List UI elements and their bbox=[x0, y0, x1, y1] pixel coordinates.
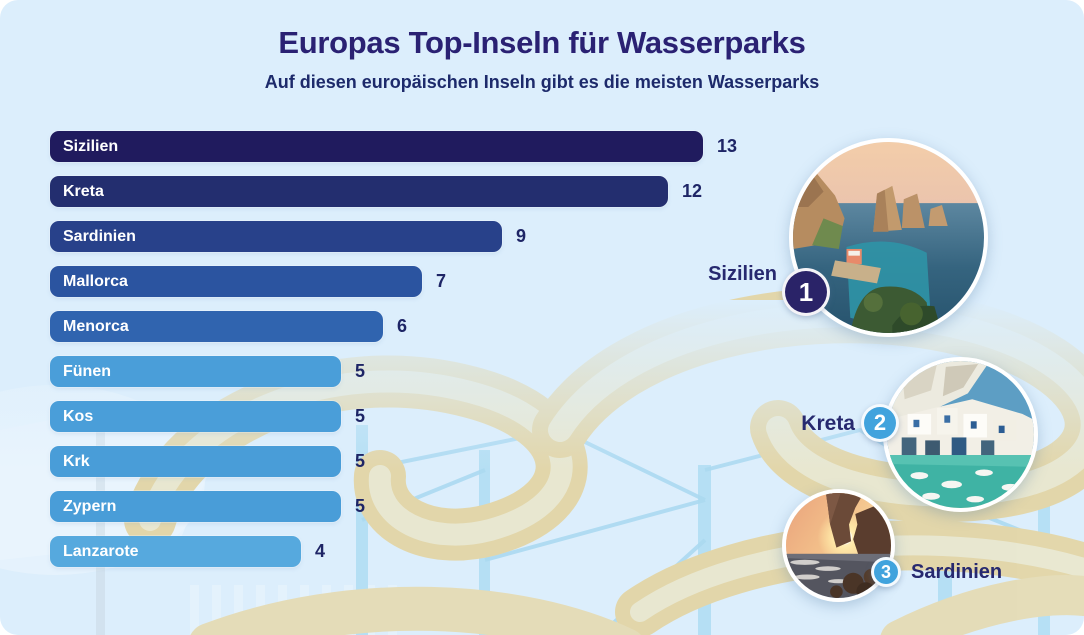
page-subtitle: Auf diesen europäischen Inseln gibt es d… bbox=[264, 72, 820, 92]
bar-label: Zypern bbox=[63, 497, 117, 515]
highlight-label-kreta: Kreta bbox=[801, 412, 855, 435]
bar-label: Sardinien bbox=[63, 227, 136, 245]
rank-2-badge: 2 bbox=[861, 404, 899, 442]
rank-1-badge: 1 bbox=[782, 268, 830, 316]
bar-value: 6 bbox=[397, 316, 408, 336]
bar-value: 7 bbox=[436, 271, 447, 291]
bar-row: Menorca bbox=[50, 311, 383, 342]
bar-label: Mallorca bbox=[63, 272, 128, 290]
bar-value: 13 bbox=[717, 136, 738, 156]
bar-value: 5 bbox=[355, 496, 366, 516]
crete-harbor-village-photo bbox=[883, 357, 1038, 512]
bar-row: Fünen bbox=[50, 356, 341, 387]
bar-label: Kos bbox=[63, 407, 94, 425]
bar-row: Sizilien bbox=[50, 131, 703, 162]
bar-row: Kos bbox=[50, 401, 341, 432]
bar-row: Zypern bbox=[50, 491, 341, 522]
bar-label: Krk bbox=[63, 452, 90, 470]
bar-row: Krk bbox=[50, 446, 341, 477]
bar-label: Kreta bbox=[63, 182, 104, 200]
rank-2-number: 2 bbox=[873, 410, 887, 435]
bar-row: Mallorca bbox=[50, 266, 422, 297]
bar-value: 5 bbox=[355, 361, 366, 381]
bar-label: Fünen bbox=[63, 362, 111, 380]
bar-value: 12 bbox=[682, 181, 703, 201]
bar-value: 5 bbox=[355, 406, 366, 426]
page-title: Europas Top-Inseln für Wasserparks bbox=[278, 25, 806, 60]
rank-1-number: 1 bbox=[798, 276, 814, 307]
bar-row: Kreta bbox=[50, 176, 668, 207]
bar-label: Sizilien bbox=[63, 137, 119, 155]
bar-value: 4 bbox=[315, 541, 326, 561]
bar-value: 5 bbox=[355, 451, 366, 471]
bar-value: 9 bbox=[516, 226, 527, 246]
rank-3-number: 3 bbox=[880, 561, 891, 582]
bar-label: Lanzarote bbox=[63, 542, 139, 560]
rank-3-badge: 3 bbox=[871, 557, 901, 587]
highlight-label-sizilien: Sizilien bbox=[708, 263, 777, 285]
bar-row: Sardinien bbox=[50, 221, 502, 252]
highlight-label-sardinien: Sardinien bbox=[911, 561, 1003, 583]
bar-label: Menorca bbox=[63, 317, 129, 335]
bar-row: Lanzarote bbox=[50, 536, 301, 567]
